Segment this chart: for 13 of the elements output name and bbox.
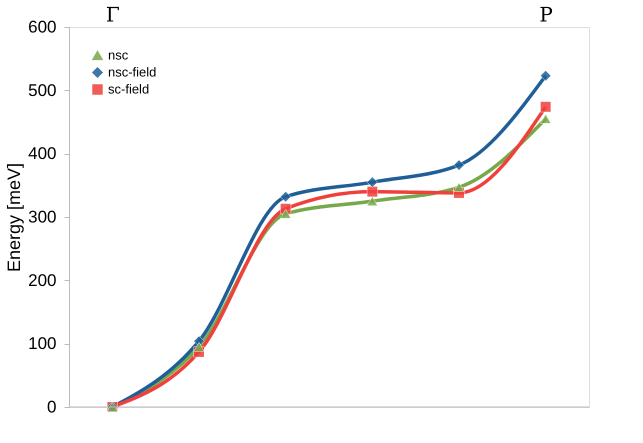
y-tick-label: 100 [28,334,56,354]
legend-label: sc-field [108,82,150,96]
y-tick-label: 0 [47,398,56,416]
x-tick-label: P [539,2,553,26]
y-tick-label: 200 [28,270,56,290]
y-tick-label: 500 [28,80,56,100]
y-tick-label: 600 [28,18,56,36]
legend-label: nsc-field [108,64,156,80]
y-tick-label: 400 [28,144,56,164]
x-tick-label: Γ [106,2,120,26]
y-tick-label: 300 [28,208,56,226]
y-axis-title: Energy [meV] [4,162,24,272]
legend-label: nsc [108,48,129,62]
